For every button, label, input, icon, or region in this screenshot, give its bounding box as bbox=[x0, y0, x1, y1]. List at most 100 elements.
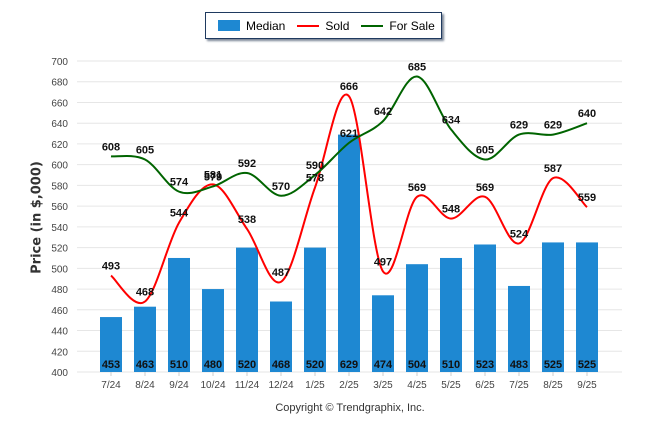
y-tick-label: 400 bbox=[51, 368, 68, 379]
y-tick-label: 440 bbox=[51, 327, 68, 338]
y-tick-label: 640 bbox=[51, 119, 68, 130]
sold-point-label: 559 bbox=[578, 192, 596, 204]
y-tick-label: 420 bbox=[51, 347, 68, 358]
median-bar-label: 520 bbox=[238, 359, 256, 371]
for-sale-point-label: 570 bbox=[272, 181, 290, 193]
legend-swatch-median bbox=[218, 20, 240, 31]
copyright-text: Copyright © Trendgraphix, Inc. bbox=[275, 402, 425, 414]
median-bar-label: 463 bbox=[136, 359, 154, 371]
sold-point-label: 578 bbox=[306, 172, 324, 184]
median-bar bbox=[372, 295, 394, 372]
data-labels: 453 463 510 480 520 468 520 629 474 504 510 523 483 5… bbox=[102, 62, 596, 371]
y-tick-label: 660 bbox=[51, 98, 68, 109]
x-tick-label: 9/25 bbox=[577, 380, 597, 391]
sold-point-label: 581 bbox=[204, 169, 222, 181]
median-bars bbox=[100, 134, 598, 372]
legend-swatch-for-sale bbox=[361, 24, 384, 27]
sold-point-label: 569 bbox=[476, 182, 494, 194]
median-bar bbox=[576, 242, 598, 372]
sold-point-label: 666 bbox=[340, 81, 358, 93]
median-bar-label: 483 bbox=[510, 359, 528, 371]
median-bar bbox=[168, 257, 190, 372]
x-tick-label: 4/25 bbox=[407, 380, 427, 391]
for-sale-point-label: 685 bbox=[408, 62, 426, 74]
y-tick-label: 620 bbox=[51, 140, 68, 151]
median-bar-label: 510 bbox=[170, 359, 188, 371]
sold-point-label: 569 bbox=[408, 182, 426, 194]
for-sale-point-label: 634 bbox=[442, 114, 461, 126]
y-axis-ticks: 400 420 440 460 480 500 520 540 560 580 600 620 640 6… bbox=[51, 57, 68, 379]
median-bar-label: 525 bbox=[578, 359, 596, 371]
y-tick-label: 560 bbox=[51, 202, 68, 213]
x-axis-ticks: 7/24 8/24 9/24 10/24 11/24 12/24 1/25 2/25 3/25 4… bbox=[101, 372, 597, 391]
median-bar bbox=[338, 134, 360, 372]
median-bar-label: 474 bbox=[374, 359, 393, 371]
for-sale-point-label: 629 bbox=[544, 120, 562, 132]
sold-point-label: 538 bbox=[238, 214, 256, 226]
sold-point-label: 493 bbox=[102, 261, 120, 273]
x-tick-label: 2/25 bbox=[339, 380, 359, 391]
legend-item-sold: Sold bbox=[297, 19, 349, 33]
y-tick-label: 500 bbox=[51, 264, 68, 275]
for-sale-point-label: 640 bbox=[578, 108, 596, 120]
sold-point-label: 487 bbox=[272, 267, 290, 279]
legend-label-median: Median bbox=[246, 18, 286, 33]
median-bar-label: 520 bbox=[306, 359, 324, 371]
median-bar bbox=[100, 317, 122, 372]
median-bar bbox=[406, 264, 428, 372]
sold-point-label: 548 bbox=[442, 204, 460, 216]
median-bar bbox=[202, 289, 224, 372]
x-tick-label: 10/24 bbox=[200, 380, 225, 391]
x-tick-label: 5/25 bbox=[441, 380, 461, 391]
sold-point-label: 497 bbox=[374, 256, 392, 268]
median-bar bbox=[304, 247, 326, 372]
for-sale-point-label: 605 bbox=[476, 144, 494, 156]
for-sale-point-label: 579 bbox=[204, 171, 222, 183]
for-sale-point-label: 608 bbox=[102, 141, 120, 153]
chart-legend: Median Sold For Sale bbox=[205, 12, 442, 39]
trend-lines bbox=[110, 75, 588, 305]
sold-point-label: 587 bbox=[544, 163, 562, 175]
for-sale-point-label: 605 bbox=[136, 144, 154, 156]
for-sale-point-label: 629 bbox=[510, 120, 528, 132]
x-tick-label: 3/25 bbox=[373, 380, 393, 391]
median-bar-label: 629 bbox=[340, 359, 358, 371]
x-tick-label: 8/24 bbox=[135, 380, 155, 391]
median-bar bbox=[134, 306, 156, 372]
for-sale-point-label: 592 bbox=[238, 158, 256, 170]
y-tick-label: 520 bbox=[51, 244, 68, 255]
x-tick-label: 12/24 bbox=[268, 380, 293, 391]
median-bar bbox=[508, 285, 530, 372]
y-axis-title: Price (in $,000) bbox=[29, 161, 45, 274]
for-sale-point-label: 574 bbox=[170, 177, 189, 189]
median-bar bbox=[440, 257, 462, 372]
y-tick-label: 540 bbox=[51, 223, 68, 234]
x-tick-label: 11/24 bbox=[235, 380, 260, 391]
for-sale-line bbox=[110, 75, 588, 197]
y-tick-label: 460 bbox=[51, 306, 68, 317]
for-sale-point-label: 590 bbox=[306, 160, 324, 172]
median-bar-label: 510 bbox=[442, 359, 460, 371]
for-sale-point-label: 642 bbox=[374, 106, 392, 118]
sold-point-label: 544 bbox=[170, 208, 189, 220]
y-tick-label: 580 bbox=[51, 181, 68, 192]
x-tick-label: 7/25 bbox=[509, 380, 529, 391]
for-sale-point-label: 621 bbox=[340, 128, 358, 140]
legend-item-median: Median bbox=[218, 19, 285, 33]
legend-label-for-sale: For Sale bbox=[389, 18, 435, 33]
legend-item-for-sale: For Sale bbox=[361, 18, 435, 33]
y-tick-label: 700 bbox=[51, 57, 68, 68]
legend-swatch-sold bbox=[297, 24, 320, 27]
sold-point-label: 468 bbox=[136, 287, 154, 299]
median-bar bbox=[270, 301, 292, 372]
median-bar-label: 504 bbox=[408, 359, 427, 371]
y-tick-label: 680 bbox=[51, 78, 68, 89]
legend-label-sold: Sold bbox=[325, 18, 350, 33]
median-bar-label: 525 bbox=[544, 359, 562, 371]
median-bar-label: 480 bbox=[204, 359, 222, 371]
x-tick-label: 1/25 bbox=[305, 380, 325, 391]
y-tick-label: 480 bbox=[51, 285, 68, 296]
x-tick-label: 9/24 bbox=[169, 380, 189, 391]
x-tick-label: 6/25 bbox=[475, 380, 495, 391]
median-bar bbox=[474, 244, 496, 372]
